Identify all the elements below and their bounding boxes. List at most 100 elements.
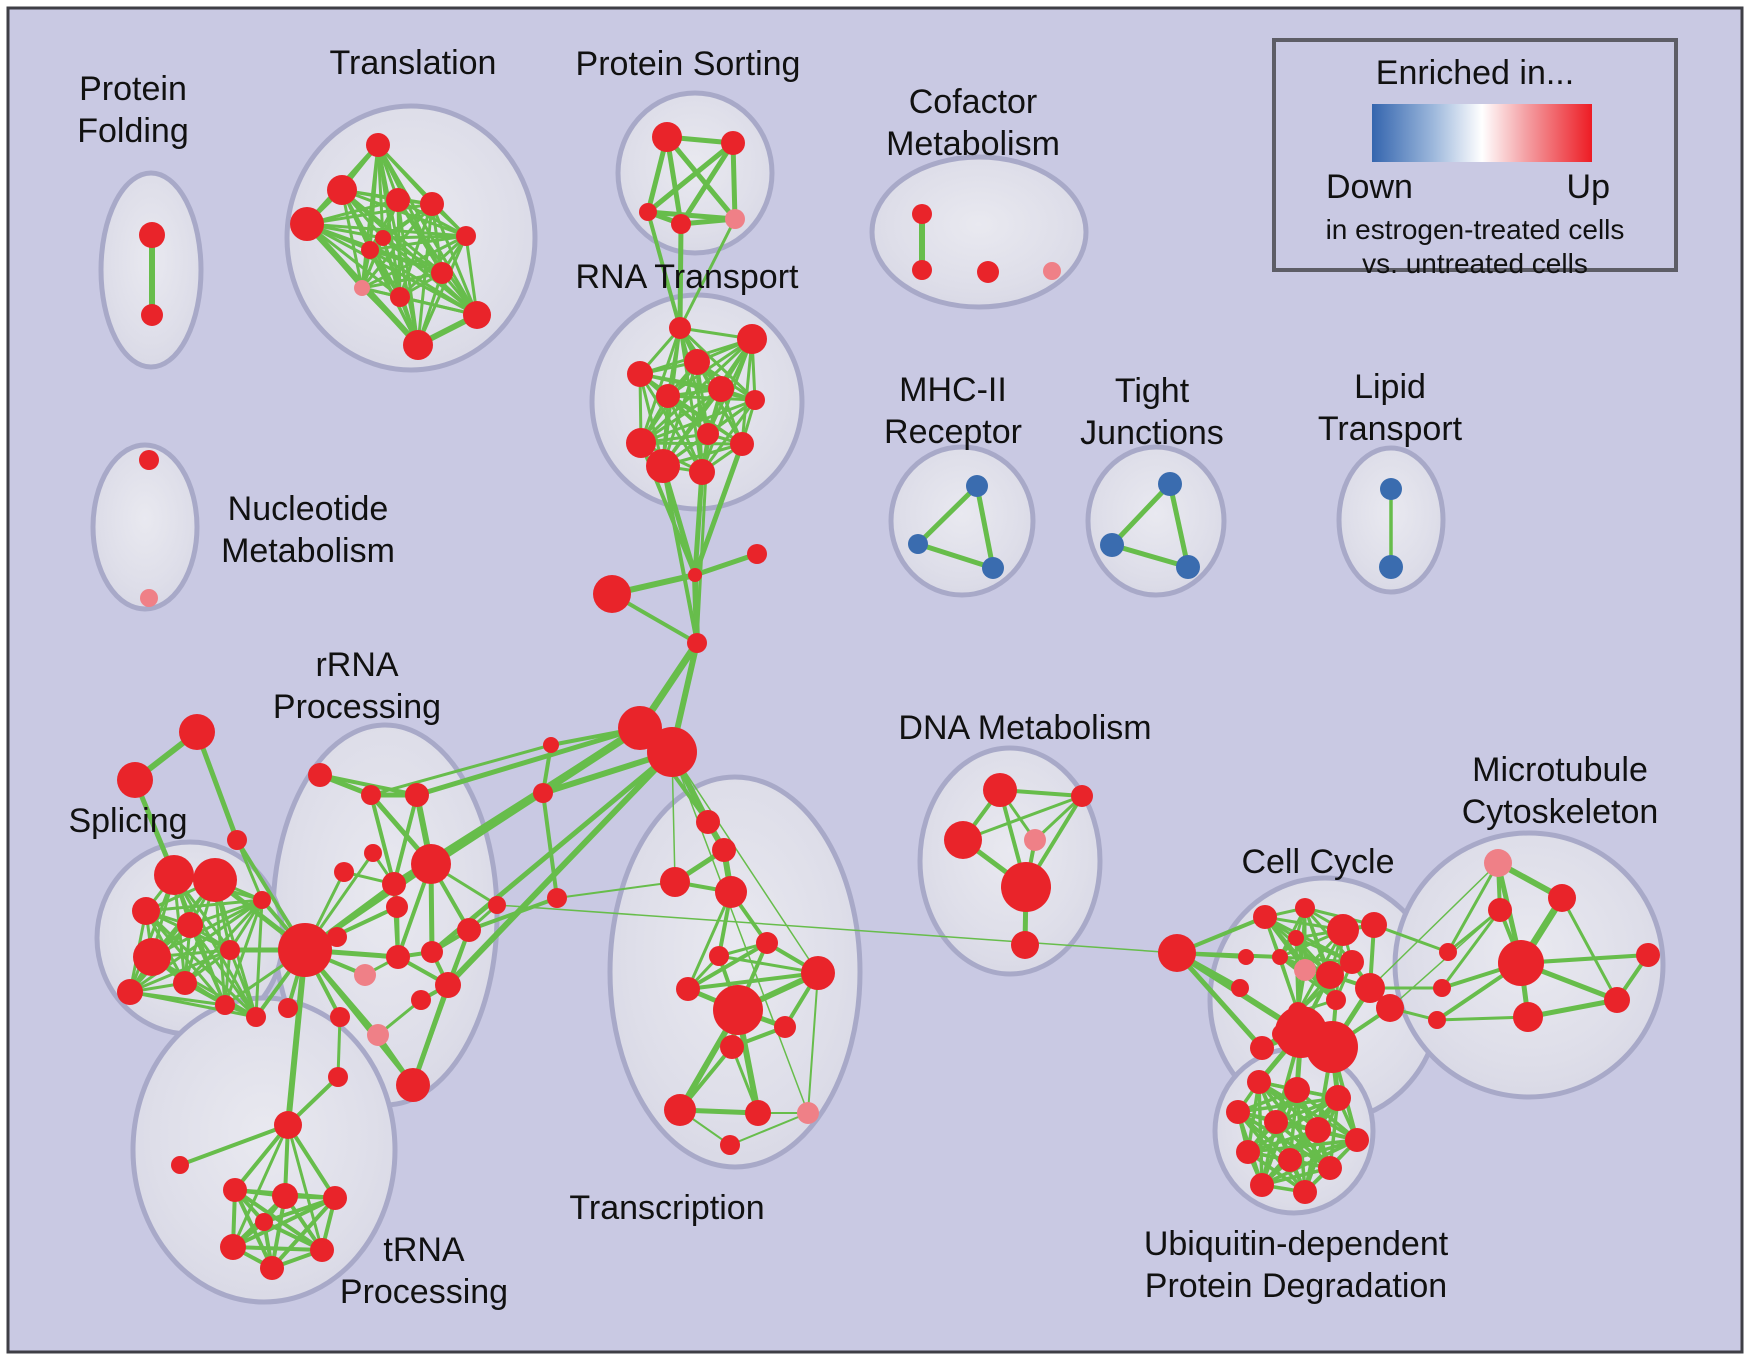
cluster-label-translation: Translation [330,44,497,82]
gene-set-node-sp2 [193,858,237,902]
gene-set-node-sp3 [132,897,160,925]
gene-set-node-x15 [797,1102,819,1124]
cluster-label-cell-cycle: Cell Cycle [1241,843,1394,881]
edge-rt5-rt12 [666,394,704,474]
gene-set-node-rt3 [684,349,710,375]
gene-set-node-c2 [747,544,767,564]
edge-tp3-tp7 [262,1196,337,1224]
edge-a3-sp9 [235,838,264,902]
gene-set-node-sp1 [154,855,194,895]
gene-set-node-nm2 [140,589,158,607]
edge-t6-t13 [416,234,468,347]
edge-ps5-rt1 [678,217,737,330]
gene-set-node-cc8 [1316,961,1344,989]
gene-set-node-t8 [375,230,391,246]
edge-x4-x8 [686,890,733,991]
edge-ps4-rt1 [677,221,684,331]
gene-set-node-blob2 [1306,1021,1358,1073]
gene-set-node-nm1 [139,450,159,470]
gene-set-node-x9 [801,956,835,990]
edge-rt5-rt7 [666,394,757,402]
gene-set-node-t10 [390,287,410,307]
gene-set-node-x1 [696,810,720,834]
edge-ub7-ub8 [1246,1138,1359,1154]
edge-t7-t11 [368,248,444,275]
edge-sp9-sp11 [254,898,264,1019]
cluster-label-microtubule-cytoskeleton: Microtubule Cytoskeleton [1462,751,1659,831]
cluster-label-protein-sorting: Protein Sorting [576,45,801,83]
cluster-label-rrna-processing: rRNA Processing [273,646,441,726]
gene-set-node-ub4 [1226,1100,1250,1124]
cluster-label-mhc-ii-receptor: MHC-II Receptor [884,371,1022,451]
gene-set-node-tp3 [323,1186,347,1210]
edge-ps1-ps5 [664,134,738,222]
gene-set-node-t3 [290,207,324,241]
gene-set-node-d1 [983,773,1017,807]
edge-sp3-sp10 [144,909,227,1007]
gene-set-node-r2 [361,785,381,805]
gene-set-node-t5 [420,192,444,216]
edge-x9-x15 [807,972,819,1114]
gene-set-node-ps3 [639,203,657,221]
edge-x15-x16 [729,1112,809,1146]
edge-d2-d3 [961,794,1084,842]
gene-set-node-r4 [364,844,382,862]
gene-set-node-x11 [774,1016,796,1038]
edge-cc4-k1 [1372,923,1450,954]
edge-rt7-rt8 [639,398,757,445]
gene-set-node-x10 [713,985,763,1035]
edge-m2-m6 [1560,896,1619,1002]
edge-x5-r21 [467,896,559,932]
edge-h2-r14 [445,749,675,988]
cluster-label-cofactor-metabolism: Cofactor Metabolism [886,83,1060,163]
gene-set-node-r11 [354,964,376,986]
gene-set-node-t13 [403,330,433,360]
edge-l1-tp3 [286,1123,337,1200]
gene-set-node-a2 [117,762,153,798]
gene-set-node-rt5 [656,384,680,408]
edge-sp8-sp11 [228,948,258,1019]
gene-set-node-x5 [547,888,567,908]
gene-set-node-x8 [676,977,700,1001]
gene-set-node-x4 [715,876,747,908]
edge-x6-x8 [686,941,769,991]
edge-sp7-sp11 [128,990,258,1019]
edge-h2-x15 [671,751,809,1114]
gene-set-node-r16 [367,1024,389,1046]
edge-sp4-sp11 [188,923,258,1019]
gene-set-node-t1 [366,133,390,157]
gene-set-node-cm2 [912,260,932,280]
gene-set-node-t11 [431,262,453,284]
gene-set-node-d6 [1011,931,1039,959]
edge-t6-t8 [381,234,468,240]
cluster-label-tight-junctions: Tight Junctions [1080,372,1224,452]
edge-sp5-sp11 [150,955,258,1019]
gene-set-node-cc18 [1238,949,1254,965]
gene-set-node-sp11 [246,1007,266,1027]
gene-set-node-l1 [274,1111,302,1139]
gene-set-node-mhc3 [982,557,1004,579]
edge-sp5-sp9 [150,898,264,959]
gene-set-node-cc17 [1231,979,1249,997]
cluster-label-protein-folding: Protein Folding [77,70,189,150]
gene-set-node-pf2 [141,304,163,326]
cluster-ellipse-mhc-ii-receptor [888,444,1036,598]
edge-rt7-rt12 [700,398,757,474]
edge-tj2-tj3 [1109,542,1191,570]
gene-set-node-r3 [405,783,429,807]
edge-r20-cbig [496,904,1178,954]
edge-h1-r3 [414,725,643,798]
gene-set-node-tj3 [1176,555,1200,579]
gene-set-node-r7 [411,844,451,884]
edge-cc6-cc9 [1278,955,1354,964]
gene-set-node-t9 [354,280,370,296]
edge-tp4-tp5 [231,1245,324,1252]
gene-set-node-r5 [334,862,354,882]
gene-set-node-r9 [327,927,347,947]
edge-rt11-c4 [661,464,699,645]
gene-set-node-m7 [1636,943,1660,967]
edge-cbig-cc16 [1174,950,1265,1051]
edge-t2-t6 [340,188,468,238]
gene-set-node-cm4 [1043,262,1061,280]
